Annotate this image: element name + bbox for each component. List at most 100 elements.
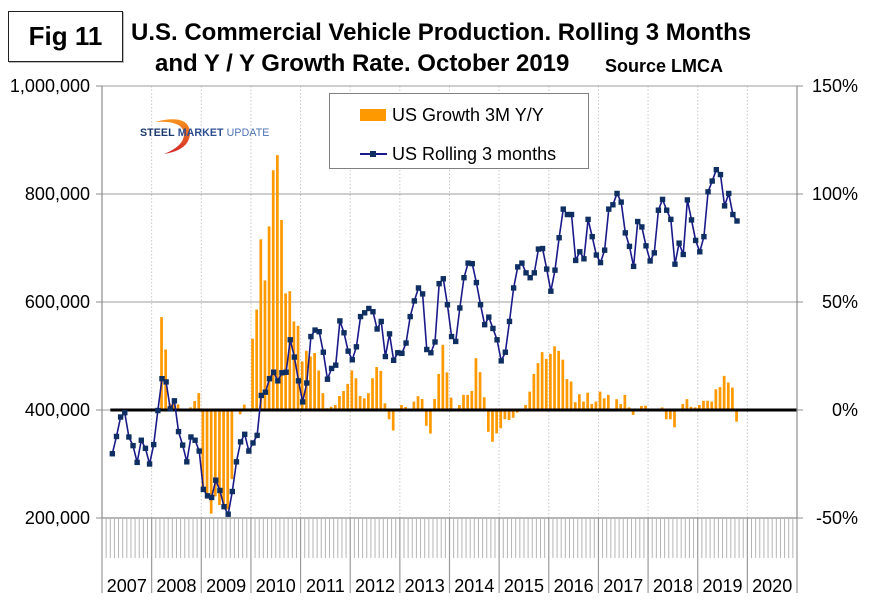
marker-rolling-3-months — [589, 233, 595, 240]
bar-growth — [404, 406, 407, 410]
marker-rolling-3-months — [399, 350, 405, 356]
logo-text-steel: STEEL — [140, 127, 175, 139]
bar-growth — [416, 396, 420, 410]
bar-growth — [379, 370, 383, 410]
bar-growth — [697, 405, 701, 410]
marker-rolling-3-months — [610, 202, 616, 208]
marker-rolling-3-months — [639, 224, 645, 230]
axis-labels: 2007 2008 2009 2010 2011 2012 2013 2014 2015 2016… — [10, 76, 858, 596]
bar-growth — [420, 398, 424, 410]
marker-rolling-3-months — [680, 251, 686, 258]
chart-title-line-2: and Y / Y Growth Rate. October 2019 — [155, 50, 570, 77]
bar-growth — [209, 410, 213, 514]
y-left-tick-label: 200,000 — [25, 508, 90, 528]
marker-rolling-3-months — [242, 431, 248, 437]
x-tick-label: 2009 — [206, 576, 246, 596]
marker-rolling-3-months — [390, 357, 397, 364]
bar-growth — [309, 356, 312, 410]
bar-growth — [412, 401, 416, 410]
x-tick-label: 2019 — [703, 576, 743, 596]
y-left-tick-label: 800,000 — [25, 184, 90, 204]
bar-growth — [578, 394, 581, 410]
marker-rolling-3-months — [188, 434, 194, 440]
bar-growth — [449, 397, 453, 410]
marker-rolling-3-months — [564, 211, 571, 218]
bar-growth — [462, 394, 465, 410]
bar-growth — [276, 155, 279, 410]
x-tick-label: 2008 — [156, 576, 196, 596]
bar-growth — [362, 398, 366, 410]
bar-growth — [499, 410, 503, 429]
marker-rolling-3-months — [432, 339, 438, 345]
marker-rolling-3-months — [167, 406, 173, 412]
bar-growth — [218, 410, 221, 506]
marker-rolling-3-months — [142, 445, 149, 452]
bar-growth — [350, 370, 354, 410]
marker-rolling-3-months — [577, 249, 583, 255]
bar-growth — [536, 363, 540, 410]
bar-growth — [271, 170, 275, 410]
bar-growth — [346, 383, 350, 410]
marker-rolling-3-months — [254, 432, 260, 439]
bar-growth — [569, 381, 573, 410]
marker-rolling-3-months — [395, 350, 401, 356]
marker-rolling-3-months — [237, 439, 244, 445]
x-tick-label: 2018 — [653, 576, 693, 596]
bar-growth — [259, 239, 263, 410]
bar-growth — [726, 382, 730, 410]
marker-rolling-3-months — [291, 354, 298, 360]
marker-rolling-3-months — [730, 211, 736, 218]
marker-rolling-3-months — [163, 379, 169, 385]
line-series-rolling — [109, 167, 797, 517]
marker-rolling-3-months — [134, 459, 140, 466]
bar-growth — [284, 293, 287, 410]
bar-growth — [495, 410, 498, 434]
marker-rolling-3-months — [721, 203, 728, 209]
bar-growth — [205, 410, 209, 499]
marker-rolling-3-months — [196, 448, 202, 454]
marker-rolling-3-months — [275, 378, 281, 384]
marker-rolling-3-months — [304, 380, 310, 386]
marker-rolling-3-months — [469, 260, 475, 267]
bar-growth — [731, 387, 734, 410]
bar-growth — [491, 410, 494, 442]
bar-growth — [329, 406, 333, 410]
bar-growth — [238, 410, 242, 415]
marker-rolling-3-months — [494, 337, 500, 343]
marker-rolling-3-months — [316, 329, 322, 335]
marker-rolling-3-months — [593, 252, 600, 258]
marker-rolling-3-months — [217, 487, 223, 494]
marker-rolling-3-months — [684, 197, 691, 203]
bar-growth — [487, 410, 490, 432]
marker-rolling-3-months — [204, 493, 211, 499]
x-tick-label: 2012 — [355, 576, 395, 596]
marker-rolling-3-months — [283, 369, 289, 375]
marker-rolling-3-months — [320, 349, 327, 355]
marker-rolling-3-months — [221, 503, 227, 510]
bar-growth — [615, 399, 618, 410]
marker-rolling-3-months — [692, 237, 699, 244]
bar-growth — [433, 398, 436, 410]
bar-growth — [482, 397, 486, 410]
bar-growth — [549, 353, 552, 410]
marker-rolling-3-months — [444, 302, 451, 308]
bar-growth — [673, 410, 676, 428]
bar-growth — [582, 401, 585, 410]
bar-growth — [644, 405, 647, 410]
marker-rolling-3-months — [705, 189, 711, 195]
marker-rolling-3-months — [262, 389, 269, 395]
marker-rolling-3-months — [184, 459, 190, 465]
marker-rolling-3-months — [428, 350, 434, 356]
bar-growth — [300, 361, 304, 410]
marker-rolling-3-months — [258, 392, 264, 399]
marker-rolling-3-months — [109, 451, 116, 457]
logo-swoosh-shape — [155, 119, 190, 154]
bar-growth — [213, 410, 217, 497]
marker-rolling-3-months — [539, 245, 546, 252]
marker-rolling-3-months — [324, 376, 331, 382]
marker-rolling-3-months — [626, 243, 633, 250]
marker-rolling-3-months — [366, 305, 372, 312]
marker-rolling-3-months — [213, 477, 219, 483]
bar-growth — [226, 410, 230, 510]
y-left-tick-label: 1,000,000 — [10, 76, 90, 96]
